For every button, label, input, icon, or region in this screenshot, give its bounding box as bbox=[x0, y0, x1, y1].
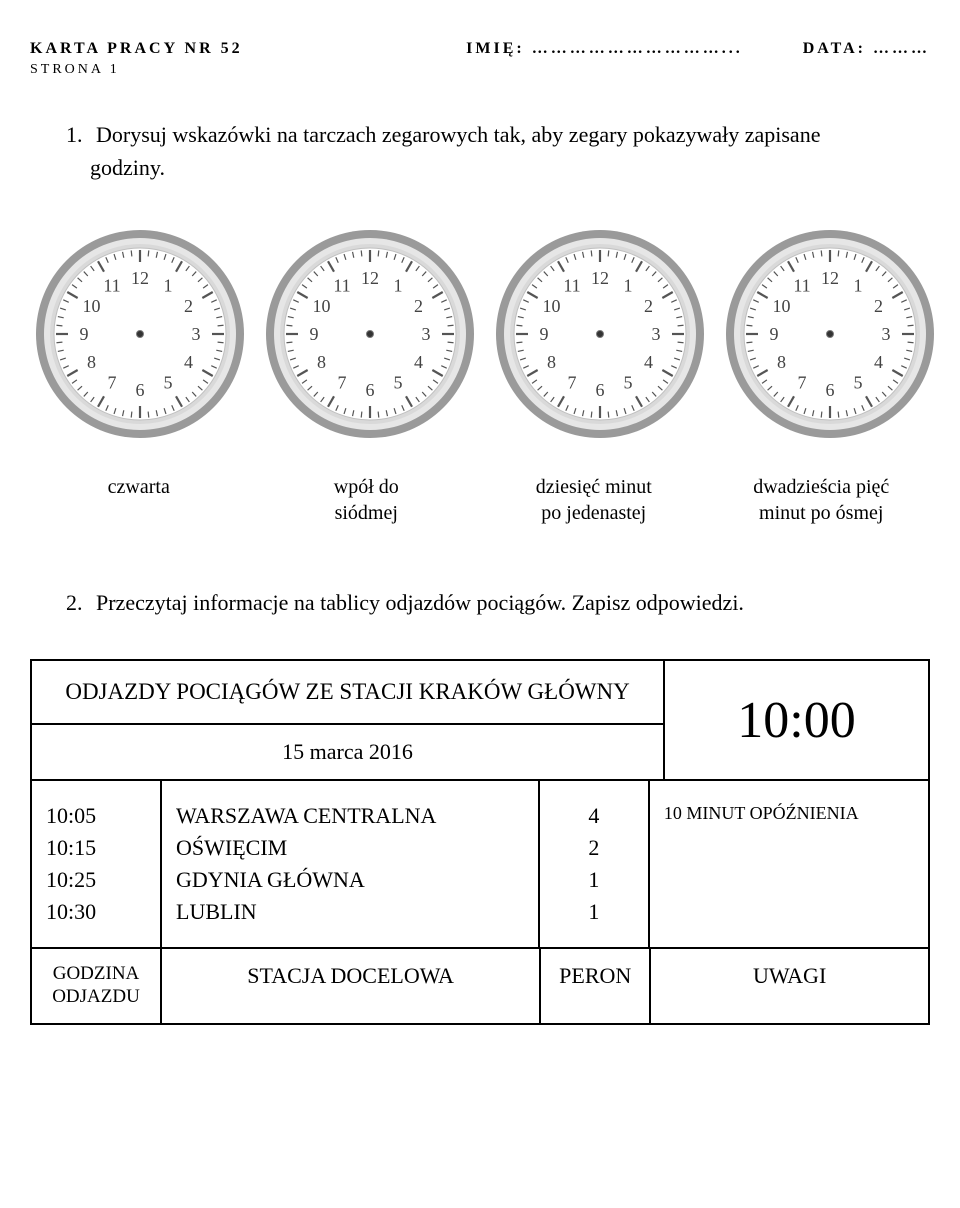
svg-text:11: 11 bbox=[103, 276, 120, 296]
svg-text:12: 12 bbox=[821, 268, 839, 288]
svg-text:6: 6 bbox=[826, 380, 835, 400]
svg-text:2: 2 bbox=[414, 296, 423, 316]
svg-text:8: 8 bbox=[547, 352, 556, 372]
clock-1: 123456789101112 bbox=[30, 224, 250, 444]
svg-text:10: 10 bbox=[543, 296, 561, 316]
board-title: ODJAZDY POCIĄGÓW ZE STACJI KRAKÓW GŁÓWNY bbox=[32, 661, 663, 725]
task-1-number: 1. bbox=[66, 122, 83, 147]
svg-text:1: 1 bbox=[164, 276, 173, 296]
svg-text:7: 7 bbox=[108, 372, 117, 392]
dep-dest: WARSZAWA CENTRALNA bbox=[176, 803, 524, 829]
col-destinations: WARSZAWA CENTRALNA OŚWIĘCIM GDYNIA GŁÓWN… bbox=[162, 781, 540, 947]
svg-text:11: 11 bbox=[333, 276, 350, 296]
header-right-group: IMIĘ: …………………………... DATA: ……… bbox=[466, 40, 930, 58]
page-indicator: STRONA 1 bbox=[30, 62, 930, 78]
svg-text:6: 6 bbox=[596, 380, 605, 400]
svg-text:3: 3 bbox=[882, 324, 891, 344]
name-field-label: IMIĘ: …………………………... bbox=[466, 40, 743, 58]
dep-dest: OŚWIĘCIM bbox=[176, 835, 524, 861]
clock-labels: czwarta wpół dosiódmej dziesięć minutpo … bbox=[30, 474, 930, 526]
col-platforms: 4 2 1 1 bbox=[540, 781, 650, 947]
clocks-row: 123456789101112 123456789101112 12345678… bbox=[30, 224, 930, 444]
footer-dest: STACJA DOCELOWA bbox=[162, 949, 541, 1023]
footer-peron: PERON bbox=[541, 949, 651, 1023]
svg-text:2: 2 bbox=[874, 296, 883, 316]
svg-text:1: 1 bbox=[854, 276, 863, 296]
svg-text:12: 12 bbox=[361, 268, 379, 288]
svg-text:9: 9 bbox=[80, 324, 89, 344]
clock-label-2: wpół dosiódmej bbox=[258, 474, 476, 526]
svg-text:5: 5 bbox=[164, 372, 173, 392]
svg-text:5: 5 bbox=[854, 372, 863, 392]
col-notes: 10 MINUT OPÓŹNIENIA bbox=[650, 781, 928, 947]
dep-time: 10:30 bbox=[46, 899, 146, 925]
footer-notes: UWAGI bbox=[651, 949, 928, 1023]
board-footer: GODZINA ODJAZDU STACJA DOCELOWA PERON UW… bbox=[32, 947, 928, 1023]
col-times: 10:05 10:15 10:25 10:30 bbox=[32, 781, 162, 947]
dep-dest: GDYNIA GŁÓWNA bbox=[176, 867, 524, 893]
task-2: 2. Przeczytaj informacje na tablicy odja… bbox=[90, 586, 890, 619]
board-body: 10:05 10:15 10:25 10:30 WARSZAWA CENTRAL… bbox=[32, 779, 928, 947]
svg-text:5: 5 bbox=[624, 372, 633, 392]
svg-text:8: 8 bbox=[777, 352, 786, 372]
svg-text:10: 10 bbox=[773, 296, 791, 316]
svg-text:3: 3 bbox=[192, 324, 201, 344]
board-clock: 10:00 bbox=[665, 661, 928, 779]
svg-text:7: 7 bbox=[568, 372, 577, 392]
worksheet-number: KARTA PRACY NR 52 bbox=[30, 40, 243, 58]
dep-platform: 1 bbox=[554, 899, 634, 925]
dep-platform: 1 bbox=[554, 867, 634, 893]
clock-label-1: czwarta bbox=[30, 474, 248, 526]
svg-text:11: 11 bbox=[793, 276, 810, 296]
svg-text:12: 12 bbox=[591, 268, 609, 288]
board-top: ODJAZDY POCIĄGÓW ZE STACJI KRAKÓW GŁÓWNY… bbox=[32, 661, 928, 779]
dep-time: 10:15 bbox=[46, 835, 146, 861]
svg-text:4: 4 bbox=[414, 352, 423, 372]
clock-label-3: dziesięć minutpo jedenastej bbox=[485, 474, 703, 526]
svg-text:3: 3 bbox=[652, 324, 661, 344]
dep-note: 10 MINUT OPÓŹNIENIA bbox=[664, 803, 914, 824]
svg-text:9: 9 bbox=[540, 324, 549, 344]
footer-time: GODZINA ODJAZDU bbox=[32, 949, 162, 1023]
svg-text:10: 10 bbox=[83, 296, 101, 316]
dep-platform: 2 bbox=[554, 835, 634, 861]
svg-text:12: 12 bbox=[131, 268, 149, 288]
svg-text:3: 3 bbox=[422, 324, 431, 344]
worksheet-header: KARTA PRACY NR 52 IMIĘ: …………………………... DA… bbox=[30, 40, 930, 58]
date-field-label: DATA: ……… bbox=[803, 40, 930, 58]
board-date: 15 marca 2016 bbox=[32, 725, 663, 779]
clock-label-4: dwadzieścia pięćminut po ósmej bbox=[713, 474, 931, 526]
svg-text:10: 10 bbox=[313, 296, 331, 316]
clock-3: 123456789101112 bbox=[490, 224, 710, 444]
svg-text:8: 8 bbox=[317, 352, 326, 372]
task-2-text: Przeczytaj informacje na tablicy odjazdó… bbox=[96, 590, 744, 615]
svg-text:8: 8 bbox=[87, 352, 96, 372]
board-top-left: ODJAZDY POCIĄGÓW ZE STACJI KRAKÓW GŁÓWNY… bbox=[32, 661, 665, 779]
task-2-number: 2. bbox=[66, 590, 83, 615]
dep-dest: LUBLIN bbox=[176, 899, 524, 925]
svg-text:4: 4 bbox=[184, 352, 193, 372]
dep-time: 10:25 bbox=[46, 867, 146, 893]
svg-text:4: 4 bbox=[874, 352, 883, 372]
svg-text:2: 2 bbox=[644, 296, 653, 316]
task-1: 1. Dorysuj wskazówki na tarczach zegarow… bbox=[90, 118, 890, 184]
departure-board: ODJAZDY POCIĄGÓW ZE STACJI KRAKÓW GŁÓWNY… bbox=[30, 659, 930, 1025]
svg-text:7: 7 bbox=[338, 372, 347, 392]
task-1-text: Dorysuj wskazówki na tarczach zegarowych… bbox=[90, 122, 820, 180]
svg-text:11: 11 bbox=[563, 276, 580, 296]
svg-text:2: 2 bbox=[184, 296, 193, 316]
svg-text:9: 9 bbox=[770, 324, 779, 344]
svg-text:6: 6 bbox=[366, 380, 375, 400]
svg-text:9: 9 bbox=[310, 324, 319, 344]
dep-platform: 4 bbox=[554, 803, 634, 829]
svg-text:1: 1 bbox=[624, 276, 633, 296]
svg-text:5: 5 bbox=[394, 372, 403, 392]
svg-text:7: 7 bbox=[798, 372, 807, 392]
clock-4: 123456789101112 bbox=[720, 224, 940, 444]
clock-2: 123456789101112 bbox=[260, 224, 480, 444]
svg-text:4: 4 bbox=[644, 352, 653, 372]
dep-time: 10:05 bbox=[46, 803, 146, 829]
svg-text:6: 6 bbox=[136, 380, 145, 400]
svg-text:1: 1 bbox=[394, 276, 403, 296]
